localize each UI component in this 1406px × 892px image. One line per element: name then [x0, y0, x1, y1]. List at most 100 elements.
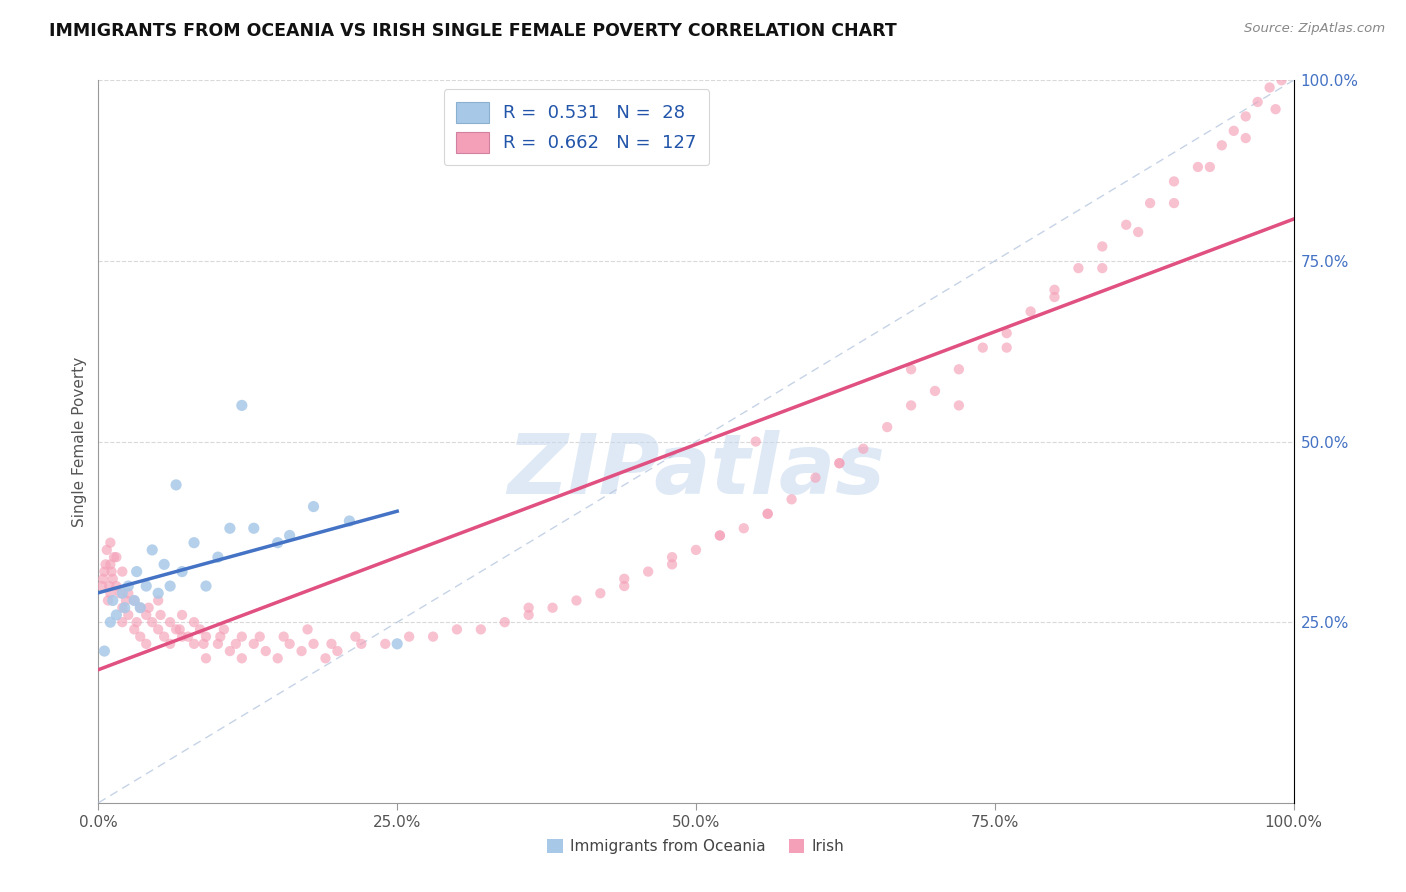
Point — [124, 593, 146, 607]
Point — [159, 579, 181, 593]
Point — [1211, 138, 1233, 153]
Point — [900, 398, 922, 412]
Point — [231, 630, 253, 644]
Point — [254, 644, 277, 658]
Point — [278, 528, 301, 542]
Point — [804, 471, 827, 485]
Point — [111, 586, 134, 600]
Point — [685, 542, 707, 557]
Point — [111, 565, 134, 579]
Point — [267, 535, 290, 549]
Point — [172, 630, 194, 644]
Point — [103, 550, 125, 565]
Point — [135, 579, 157, 593]
Point — [278, 637, 301, 651]
Point — [125, 565, 148, 579]
Point — [273, 630, 295, 644]
Point — [148, 623, 170, 637]
Point — [1223, 124, 1246, 138]
Point — [141, 542, 163, 557]
Point — [124, 593, 146, 607]
Point — [93, 565, 115, 579]
Point — [780, 492, 803, 507]
Point — [98, 579, 121, 593]
Point — [1199, 160, 1222, 174]
Point — [183, 637, 205, 651]
Text: ZIPatlas: ZIPatlas — [508, 430, 884, 511]
Point — [344, 630, 367, 644]
Point — [98, 558, 122, 572]
Point — [94, 558, 117, 572]
Point — [148, 593, 170, 607]
Point — [101, 572, 124, 586]
Point — [517, 607, 540, 622]
Point — [350, 637, 373, 651]
Point — [177, 630, 200, 644]
Point — [165, 623, 187, 637]
Point — [93, 644, 115, 658]
Point — [422, 630, 444, 644]
Point — [219, 521, 242, 535]
Point — [733, 521, 755, 535]
Point — [207, 550, 229, 565]
Point — [153, 630, 176, 644]
Point — [117, 607, 139, 622]
Point — [114, 600, 136, 615]
Point — [225, 637, 247, 651]
Point — [1091, 239, 1114, 253]
Point — [291, 644, 314, 658]
Point — [219, 644, 242, 658]
Point — [852, 442, 875, 456]
Point — [494, 615, 516, 630]
Point — [828, 456, 851, 470]
Point — [188, 623, 211, 637]
Point — [209, 630, 232, 644]
Point — [249, 630, 271, 644]
Point — [243, 637, 266, 651]
Point — [98, 615, 122, 630]
Point — [135, 637, 157, 651]
Point — [125, 615, 148, 630]
Point — [1258, 80, 1281, 95]
Point — [231, 651, 253, 665]
Point — [169, 623, 191, 637]
Point — [661, 550, 683, 565]
Point — [756, 507, 779, 521]
Point — [111, 615, 134, 630]
Point — [1187, 160, 1209, 174]
Point — [1247, 95, 1270, 109]
Point — [129, 600, 152, 615]
Point — [756, 507, 779, 521]
Point — [1043, 290, 1066, 304]
Point — [141, 615, 163, 630]
Point — [1163, 196, 1185, 211]
Point — [326, 644, 349, 658]
Point — [98, 586, 122, 600]
Point — [183, 615, 205, 630]
Point — [108, 586, 131, 600]
Point — [207, 637, 229, 651]
Point — [149, 607, 172, 622]
Point — [165, 478, 187, 492]
Point — [172, 565, 194, 579]
Point — [193, 637, 215, 651]
Point — [1163, 174, 1185, 188]
Point — [105, 550, 128, 565]
Point — [637, 565, 659, 579]
Text: Source: ZipAtlas.com: Source: ZipAtlas.com — [1244, 22, 1385, 36]
Point — [117, 586, 139, 600]
Point — [1091, 261, 1114, 276]
Point — [1128, 225, 1150, 239]
Point — [105, 579, 128, 593]
Point — [995, 326, 1018, 341]
Point — [876, 420, 898, 434]
Point — [172, 607, 194, 622]
Point — [1139, 196, 1161, 211]
Legend: Immigrants from Oceania, Irish: Immigrants from Oceania, Irish — [541, 833, 851, 860]
Point — [129, 600, 152, 615]
Point — [589, 586, 612, 600]
Point — [470, 623, 492, 637]
Point — [101, 593, 124, 607]
Point — [302, 500, 325, 514]
Point — [709, 528, 731, 542]
